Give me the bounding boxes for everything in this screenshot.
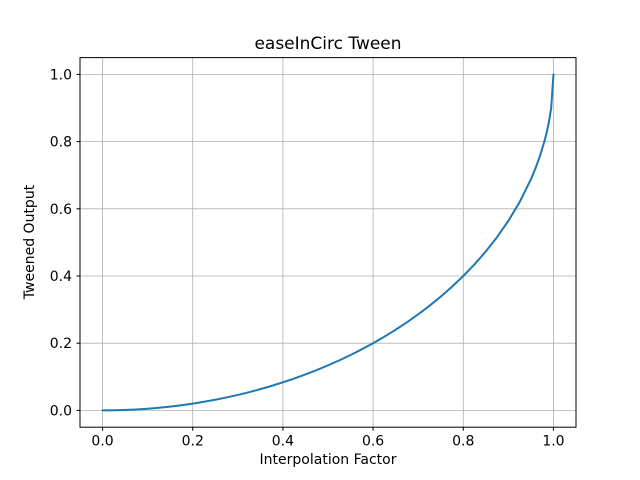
x-tick-label: 0.0 (91, 434, 113, 450)
x-tick-label: 0.6 (362, 434, 384, 450)
chart-title: easeInCirc Tween (254, 34, 402, 54)
x-tick-label: 0.4 (272, 434, 294, 450)
x-tick-label: 1.0 (542, 434, 564, 450)
data-line-easeInCirc (101, 73, 555, 412)
y-axis-label-text: Tweened Output (22, 184, 38, 300)
x-tick-label: 0.8 (452, 434, 474, 450)
x-axis-label: Interpolation Factor (259, 452, 397, 468)
x-tick-label: 0.2 (182, 434, 204, 450)
plot-area (80, 57, 576, 428)
y-tick-label: 0.6 (50, 202, 72, 218)
y-tick-label: 1.0 (50, 67, 72, 83)
y-tick-label: 0.8 (50, 135, 72, 151)
y-tick-label: 0.4 (50, 269, 72, 285)
axes-spines (79, 57, 577, 428)
y-tick-label: 0.0 (50, 403, 72, 419)
y-tick-label: 0.2 (50, 336, 72, 352)
